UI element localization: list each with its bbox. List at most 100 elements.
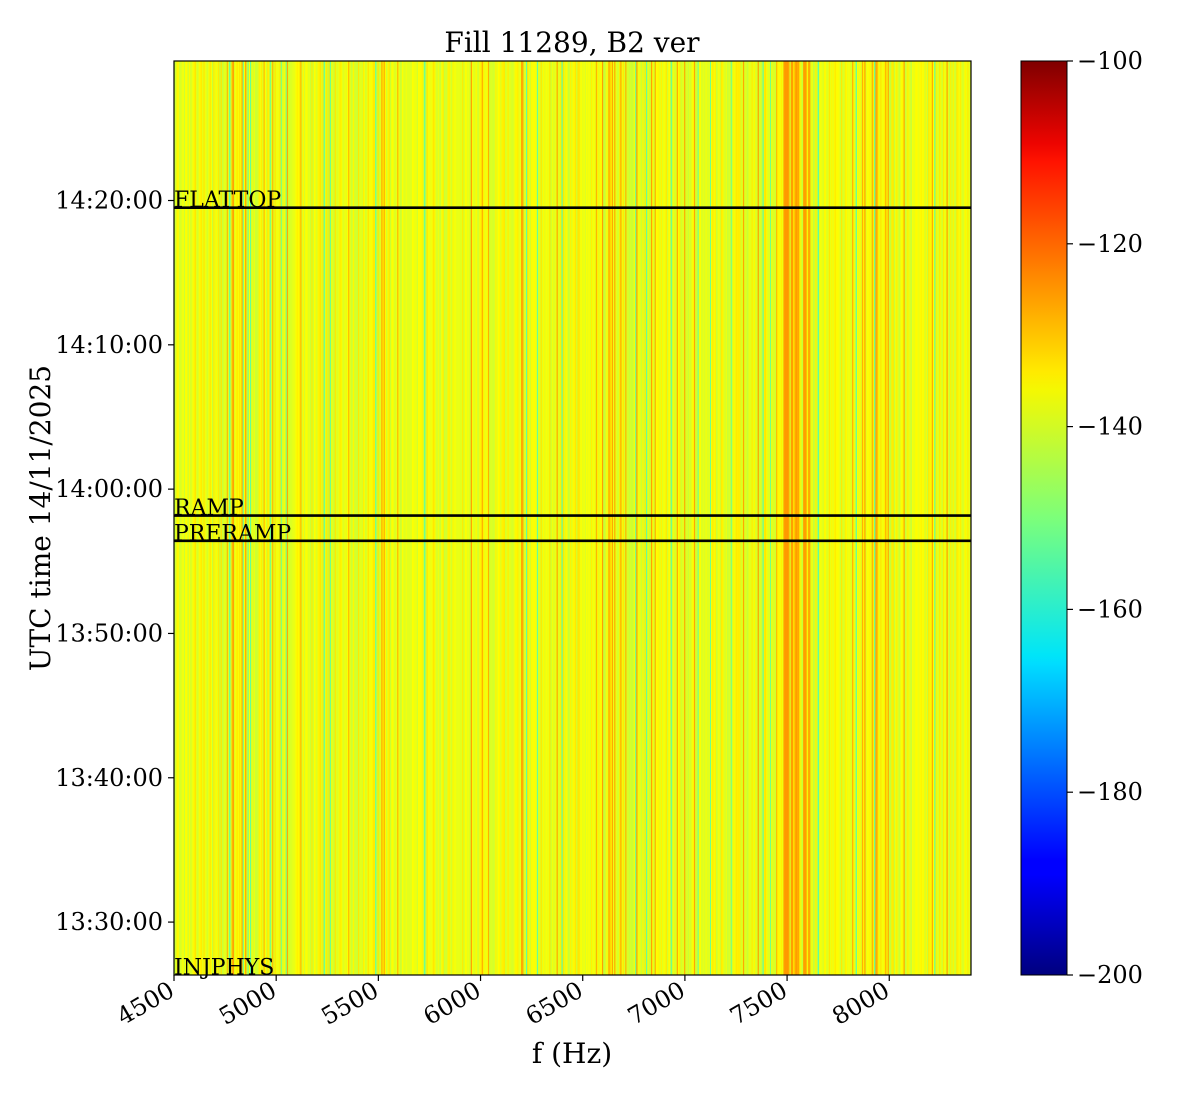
spectrogram-stripe — [961, 61, 963, 975]
spectrogram-stripe — [809, 61, 811, 975]
spectrogram-stripe — [952, 61, 955, 975]
spectrogram-stripe — [476, 61, 479, 975]
spectrogram-stripe — [389, 61, 392, 975]
spectrogram-stripe — [767, 61, 770, 975]
spectrogram-stripe — [791, 61, 794, 975]
spectrogram-stripe — [913, 61, 915, 975]
x-tick-label: 7500 — [725, 976, 792, 1031]
spectrogram-stripe — [456, 61, 458, 975]
spectrogram-stripe — [903, 61, 906, 975]
spectrogram-stripe — [756, 61, 759, 975]
spectrogram-stripe — [907, 61, 909, 975]
spectrogram-stripe — [280, 61, 283, 975]
spectrogram-stripe — [263, 61, 266, 975]
spectrogram-stripe — [776, 61, 778, 975]
spectrogram-stripe — [597, 61, 599, 975]
spectrogram-stripe — [875, 61, 877, 975]
spectrogram-stripe — [855, 61, 858, 975]
spectrogram-stripe — [617, 61, 620, 975]
spectrogram-stripe — [847, 61, 849, 975]
spectrogram-stripe — [955, 61, 957, 975]
spectrogram-stripe — [464, 61, 467, 975]
spectrogram-stripe — [868, 61, 870, 975]
spectrogram-stripe — [367, 61, 370, 975]
spectrogram-stripe — [870, 61, 873, 975]
spectrogram-stripe — [555, 61, 557, 975]
spectrogram-stripe — [540, 61, 543, 975]
spectrogram-stripe — [221, 61, 224, 975]
spectrogram-stripe — [650, 61, 653, 975]
spectrogram-stripe — [627, 61, 630, 975]
y-tick-label: 14:00:00 — [55, 475, 163, 503]
spectrogram-stripe — [377, 61, 380, 975]
spectrogram-stripe — [513, 61, 516, 975]
spectrogram-stripe — [315, 61, 317, 975]
spectrogram-stripe — [576, 61, 578, 975]
spectrogram-stripe — [736, 61, 739, 975]
spectrogram-stripe — [281, 61, 284, 975]
spectrogram-stripe — [188, 61, 191, 975]
spectrogram-stripe — [599, 61, 602, 975]
spectrogram-stripe — [379, 61, 382, 975]
spectrogram-stripe — [265, 61, 268, 975]
spectrogram-stripe — [177, 61, 180, 975]
spectrogram-stripe — [524, 61, 527, 975]
spectrogram-stripe — [310, 61, 312, 975]
spectrogram-stripe — [861, 61, 864, 975]
spectrogram-stripe — [935, 61, 938, 975]
spectrogram-stripe — [612, 61, 615, 975]
spectrogram-stripe — [594, 61, 597, 975]
spectrogram-stripe — [631, 61, 633, 975]
spectrogram-stripe — [212, 61, 214, 975]
spectrogram-stripe — [926, 61, 929, 975]
spectrogram-stripe — [231, 61, 234, 975]
spectrogram-stripe — [272, 61, 274, 975]
y-tick-label: 13:50:00 — [55, 619, 163, 647]
spectrogram-stripe — [956, 61, 958, 975]
spectrogram-stripe — [606, 61, 609, 975]
spectrogram-stripe — [773, 61, 776, 975]
spectrogram-stripe — [909, 61, 912, 975]
spectrogram-stripe — [288, 61, 290, 975]
spectrogram-stripe — [752, 61, 755, 975]
spectrogram-stripe — [204, 61, 207, 975]
spectrogram-stripe — [675, 61, 678, 975]
spectrogram-stripe — [403, 61, 405, 975]
spectrogram-stripe — [344, 61, 347, 975]
spectrogram-stripe — [181, 61, 183, 975]
spectrogram-stripe — [230, 61, 233, 975]
spectrogram-stripe — [833, 61, 836, 975]
spectrogram-stripe — [291, 61, 294, 975]
spectrogram-stripe — [912, 61, 914, 975]
spectrogram-stripe — [864, 61, 866, 975]
spectrogram-stripe — [400, 61, 403, 975]
spectrogram-stripe — [343, 61, 345, 975]
spectrogram-stripe — [486, 61, 489, 975]
spectrogram-stripe — [410, 61, 413, 975]
spectrogram-stripe — [529, 61, 532, 975]
spectrogram-stripe — [406, 61, 409, 975]
spectrogram-stripe — [837, 61, 839, 975]
spectrogram-stripe — [220, 61, 223, 975]
spectrogram-stripe — [562, 61, 565, 975]
spectrogram-stripe — [387, 61, 389, 975]
spectrogram-stripe — [286, 61, 289, 975]
spectrogram-stripe — [744, 61, 746, 975]
spectrogram-stripe — [589, 61, 592, 975]
x-axis-ticks: 4500 5000 5500 6000 6500 7000 7500 8000 — [112, 975, 894, 1031]
spectrogram-stripe — [415, 61, 418, 975]
spectrogram-stripe — [463, 61, 465, 975]
spectrogram-stripe — [538, 61, 540, 975]
spectrogram-stripe — [419, 61, 421, 975]
spectrogram-stripe — [532, 61, 534, 975]
spectrogram-stripe — [688, 61, 691, 975]
spectrogram-stripe — [292, 61, 295, 975]
spectrogram-stripe — [567, 61, 570, 975]
spectrogram-stripe — [480, 61, 483, 975]
spectrogram-stripe — [218, 61, 220, 975]
spectrogram-stripe — [405, 61, 408, 975]
spectrogram-stripe — [200, 61, 203, 975]
spectrogram-stripe — [534, 61, 537, 975]
spectrogram-stripe — [724, 61, 727, 975]
spectrogram-stripe — [550, 61, 553, 975]
